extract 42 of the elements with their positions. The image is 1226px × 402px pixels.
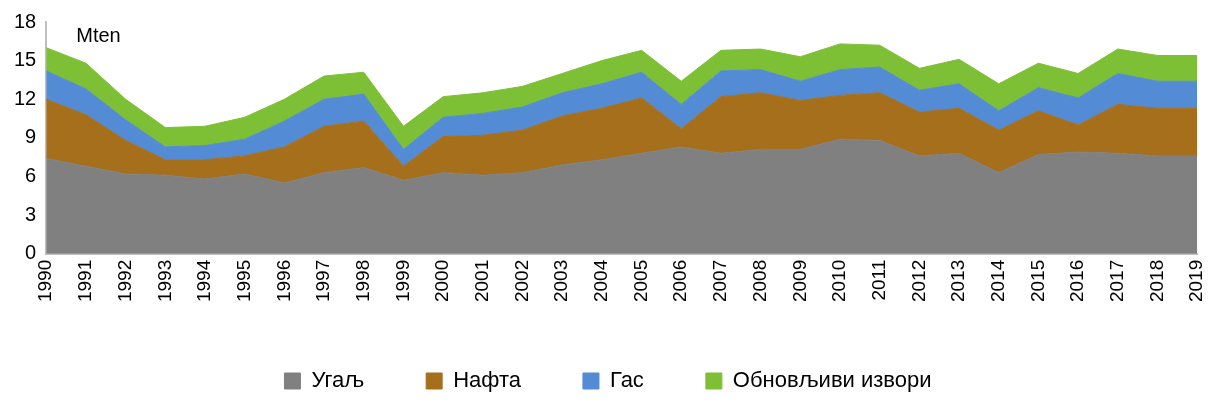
x-tick-label: 2008 xyxy=(748,259,770,303)
x-tick-label: 2010 xyxy=(828,259,850,303)
legend-label: Нафта xyxy=(453,367,522,393)
x-tick-label: 1994 xyxy=(193,259,215,303)
x-tick-label: 1992 xyxy=(113,259,135,303)
x-tick-label: 2012 xyxy=(907,259,929,303)
x-tick-label: 1991 xyxy=(74,259,96,303)
x-tick-label: 2017 xyxy=(1106,259,1128,303)
x-tick-label: 2003 xyxy=(550,259,572,303)
x-tick-label: 2001 xyxy=(471,259,493,303)
x-tick-label: 2004 xyxy=(590,259,612,303)
x-tick-label: 2015 xyxy=(1026,259,1048,303)
x-tick-label: 2013 xyxy=(947,259,969,303)
x-tick-label: 2000 xyxy=(431,259,453,303)
y-tick-label: 9 xyxy=(25,125,37,148)
x-tick-label: 2016 xyxy=(1066,259,1088,303)
legend-label: Угаљ xyxy=(311,367,365,393)
x-tick-label: 2006 xyxy=(669,259,691,303)
x-tick-label: 2007 xyxy=(709,259,731,303)
x-tick-label: 1993 xyxy=(153,259,175,303)
y-tick-label: 18 xyxy=(14,9,37,32)
y-tick-label: 3 xyxy=(25,202,37,225)
x-tick-label: 2011 xyxy=(867,259,889,301)
x-tick-label: 2014 xyxy=(986,259,1008,303)
y-tick-label: 6 xyxy=(25,164,37,186)
x-tick-label: 1995 xyxy=(232,259,254,303)
y-tick-label: 12 xyxy=(14,86,37,109)
x-tick-label: 1990 xyxy=(34,259,56,303)
y-tick-label: 15 xyxy=(14,48,37,71)
y-tick-label: 0 xyxy=(25,241,37,264)
x-tick-label: 1999 xyxy=(391,259,413,303)
x-tick-label: 2019 xyxy=(1185,259,1207,303)
legend-label: Гас xyxy=(609,367,644,393)
x-tick-label: 2009 xyxy=(788,259,810,303)
x-tick-label: 1996 xyxy=(272,259,294,303)
x-tick-label: 2018 xyxy=(1145,259,1167,303)
x-tick-label: 2002 xyxy=(510,259,532,303)
x-tick-label: 1998 xyxy=(351,259,373,303)
y-axis-title: Mten xyxy=(76,23,121,46)
x-tick-label: 2005 xyxy=(629,259,651,303)
x-tick-label: 1997 xyxy=(312,259,334,303)
legend-label: Обновљиви извори xyxy=(732,367,932,393)
